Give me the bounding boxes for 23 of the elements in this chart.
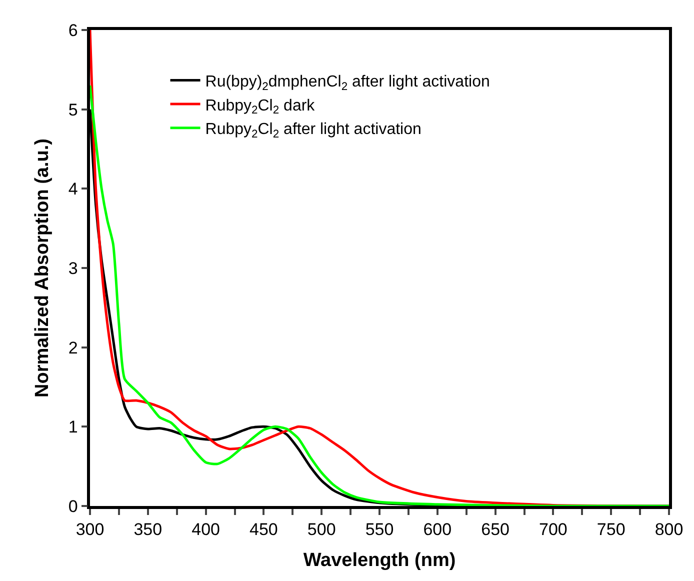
y-tick-label: 4: [68, 180, 78, 199]
x-tick-label: 400: [192, 520, 220, 540]
legend-label: Rubpy$_{2}$Cl$_{2}$ dark: [205, 97, 316, 117]
x-tick-label: 500: [307, 520, 336, 540]
x-tick-label: 300: [76, 520, 104, 540]
x-tick-label: 700: [539, 520, 568, 540]
x-tick-label: 450: [250, 520, 278, 540]
y-tick-label: 3: [68, 258, 78, 278]
x-tick-label: 800: [654, 520, 684, 540]
y-axis-title: Normalized Absorption (a.u.): [32, 138, 54, 398]
legend-label: Ru(bpy)$_{2}$dmphenCl$_{2}$ after light activation: [205, 73, 490, 93]
x-axis-title: Wavelength (nm): [303, 550, 456, 571]
x-tick-label: 350: [134, 520, 162, 540]
x-tick-label: 750: [596, 520, 626, 540]
x-tick-label: 550: [365, 520, 394, 540]
y-tick-label: 5: [68, 100, 78, 120]
x-tick-label: 650: [481, 520, 510, 540]
y-tick-label: 2: [68, 338, 78, 358]
y-tick-label: 1: [68, 418, 78, 437]
x-tick-label: 600: [423, 520, 452, 540]
legend-label: Rubpy$_{2}$Cl$_{2}$ after light activation: [205, 121, 422, 140]
y-tick-label: 6: [68, 20, 78, 40]
y-tick-label: 0: [68, 496, 78, 516]
